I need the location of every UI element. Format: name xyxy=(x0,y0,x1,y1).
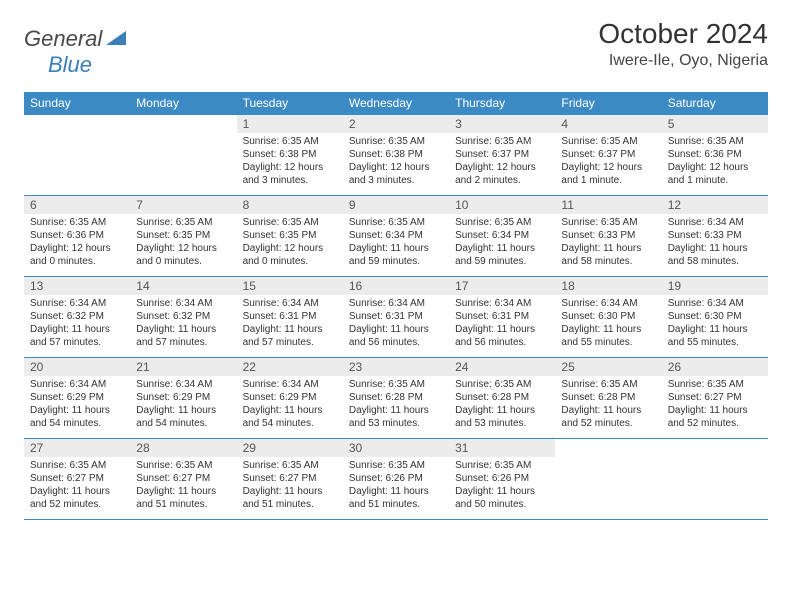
day-detail: Sunrise: 6:35 AM Sunset: 6:38 PM Dayligh… xyxy=(237,133,343,196)
day-number: 29 xyxy=(237,439,343,457)
day-detail-row: Sunrise: 6:34 AM Sunset: 6:29 PM Dayligh… xyxy=(24,376,768,439)
day-detail: Sunrise: 6:34 AM Sunset: 6:32 PM Dayligh… xyxy=(130,295,236,358)
day-detail: Sunrise: 6:35 AM Sunset: 6:37 PM Dayligh… xyxy=(449,133,555,196)
day-detail: Sunrise: 6:35 AM Sunset: 6:33 PM Dayligh… xyxy=(555,214,661,277)
week-separator xyxy=(24,520,768,521)
day-detail: Sunrise: 6:34 AM Sunset: 6:29 PM Dayligh… xyxy=(237,376,343,439)
weekday-header: Monday xyxy=(130,92,236,115)
day-number: 14 xyxy=(130,277,236,295)
day-number: 23 xyxy=(343,358,449,376)
day-detail-row: Sunrise: 6:35 AM Sunset: 6:38 PM Dayligh… xyxy=(24,133,768,196)
calendar-page: General October 2024 Iwere-Ile, Oyo, Nig… xyxy=(0,0,792,538)
day-detail: Sunrise: 6:34 AM Sunset: 6:29 PM Dayligh… xyxy=(130,376,236,439)
day-detail: Sunrise: 6:35 AM Sunset: 6:28 PM Dayligh… xyxy=(343,376,449,439)
calendar-table: Sunday Monday Tuesday Wednesday Thursday… xyxy=(24,92,768,520)
day-number: 16 xyxy=(343,277,449,295)
day-number xyxy=(662,439,768,457)
day-number: 5 xyxy=(662,115,768,133)
logo-text-general: General xyxy=(24,26,102,52)
day-detail: Sunrise: 6:35 AM Sunset: 6:37 PM Dayligh… xyxy=(555,133,661,196)
weekday-header: Tuesday xyxy=(237,92,343,115)
logo-triangle-icon xyxy=(106,29,126,50)
day-detail xyxy=(24,133,130,196)
day-number: 15 xyxy=(237,277,343,295)
day-detail xyxy=(130,133,236,196)
day-number: 1 xyxy=(237,115,343,133)
weekday-header: Thursday xyxy=(449,92,555,115)
day-number: 30 xyxy=(343,439,449,457)
day-detail: Sunrise: 6:35 AM Sunset: 6:27 PM Dayligh… xyxy=(130,457,236,520)
day-detail: Sunrise: 6:34 AM Sunset: 6:29 PM Dayligh… xyxy=(24,376,130,439)
day-number: 3 xyxy=(449,115,555,133)
day-number: 11 xyxy=(555,196,661,214)
day-number xyxy=(130,115,236,133)
day-detail: Sunrise: 6:35 AM Sunset: 6:27 PM Dayligh… xyxy=(662,376,768,439)
day-number: 22 xyxy=(237,358,343,376)
day-number: 27 xyxy=(24,439,130,457)
day-detail: Sunrise: 6:34 AM Sunset: 6:31 PM Dayligh… xyxy=(237,295,343,358)
day-number: 13 xyxy=(24,277,130,295)
day-number-row: 13141516171819 xyxy=(24,277,768,295)
day-detail: Sunrise: 6:34 AM Sunset: 6:33 PM Dayligh… xyxy=(662,214,768,277)
weekday-header: Saturday xyxy=(662,92,768,115)
day-detail: Sunrise: 6:35 AM Sunset: 6:28 PM Dayligh… xyxy=(449,376,555,439)
day-number: 26 xyxy=(662,358,768,376)
day-detail: Sunrise: 6:35 AM Sunset: 6:27 PM Dayligh… xyxy=(237,457,343,520)
day-detail: Sunrise: 6:34 AM Sunset: 6:30 PM Dayligh… xyxy=(662,295,768,358)
day-number: 8 xyxy=(237,196,343,214)
weekday-header-row: Sunday Monday Tuesday Wednesday Thursday… xyxy=(24,92,768,115)
day-detail: Sunrise: 6:35 AM Sunset: 6:28 PM Dayligh… xyxy=(555,376,661,439)
day-detail: Sunrise: 6:34 AM Sunset: 6:32 PM Dayligh… xyxy=(24,295,130,358)
day-number: 21 xyxy=(130,358,236,376)
day-detail: Sunrise: 6:35 AM Sunset: 6:34 PM Dayligh… xyxy=(449,214,555,277)
day-number: 17 xyxy=(449,277,555,295)
day-number: 25 xyxy=(555,358,661,376)
weekday-header: Friday xyxy=(555,92,661,115)
day-detail-row: Sunrise: 6:34 AM Sunset: 6:32 PM Dayligh… xyxy=(24,295,768,358)
day-detail: Sunrise: 6:35 AM Sunset: 6:34 PM Dayligh… xyxy=(343,214,449,277)
day-number: 7 xyxy=(130,196,236,214)
day-number: 19 xyxy=(662,277,768,295)
month-title: October 2024 xyxy=(598,18,768,50)
day-detail: Sunrise: 6:35 AM Sunset: 6:26 PM Dayligh… xyxy=(449,457,555,520)
day-detail xyxy=(555,457,661,520)
day-number: 10 xyxy=(449,196,555,214)
day-number: 20 xyxy=(24,358,130,376)
day-number xyxy=(24,115,130,133)
day-detail: Sunrise: 6:34 AM Sunset: 6:30 PM Dayligh… xyxy=(555,295,661,358)
day-number: 4 xyxy=(555,115,661,133)
day-number: 28 xyxy=(130,439,236,457)
day-number xyxy=(555,439,661,457)
day-number-row: 12345 xyxy=(24,115,768,133)
logo-text-blue: Blue xyxy=(48,52,92,77)
weekday-header: Sunday xyxy=(24,92,130,115)
day-number-row: 6789101112 xyxy=(24,196,768,214)
day-detail: Sunrise: 6:35 AM Sunset: 6:35 PM Dayligh… xyxy=(130,214,236,277)
weekday-header: Wednesday xyxy=(343,92,449,115)
day-detail-row: Sunrise: 6:35 AM Sunset: 6:27 PM Dayligh… xyxy=(24,457,768,520)
day-number-row: 2728293031 xyxy=(24,439,768,457)
day-number: 31 xyxy=(449,439,555,457)
day-number: 12 xyxy=(662,196,768,214)
day-detail: Sunrise: 6:35 AM Sunset: 6:38 PM Dayligh… xyxy=(343,133,449,196)
logo: General xyxy=(24,18,128,52)
day-detail: Sunrise: 6:35 AM Sunset: 6:36 PM Dayligh… xyxy=(662,133,768,196)
day-detail: Sunrise: 6:35 AM Sunset: 6:36 PM Dayligh… xyxy=(24,214,130,277)
location: Iwere-Ile, Oyo, Nigeria xyxy=(598,52,768,70)
day-number: 24 xyxy=(449,358,555,376)
day-detail: Sunrise: 6:34 AM Sunset: 6:31 PM Dayligh… xyxy=(449,295,555,358)
day-detail: Sunrise: 6:35 AM Sunset: 6:35 PM Dayligh… xyxy=(237,214,343,277)
day-number: 18 xyxy=(555,277,661,295)
day-number-row: 20212223242526 xyxy=(24,358,768,376)
day-detail: Sunrise: 6:35 AM Sunset: 6:27 PM Dayligh… xyxy=(24,457,130,520)
title-block: October 2024 Iwere-Ile, Oyo, Nigeria xyxy=(598,18,768,70)
day-detail: Sunrise: 6:35 AM Sunset: 6:26 PM Dayligh… xyxy=(343,457,449,520)
day-detail xyxy=(662,457,768,520)
calendar-body: 12345 Sunrise: 6:35 AM Sunset: 6:38 PM D… xyxy=(24,115,768,521)
day-number: 9 xyxy=(343,196,449,214)
day-number: 2 xyxy=(343,115,449,133)
day-detail-row: Sunrise: 6:35 AM Sunset: 6:36 PM Dayligh… xyxy=(24,214,768,277)
day-detail: Sunrise: 6:34 AM Sunset: 6:31 PM Dayligh… xyxy=(343,295,449,358)
day-number: 6 xyxy=(24,196,130,214)
